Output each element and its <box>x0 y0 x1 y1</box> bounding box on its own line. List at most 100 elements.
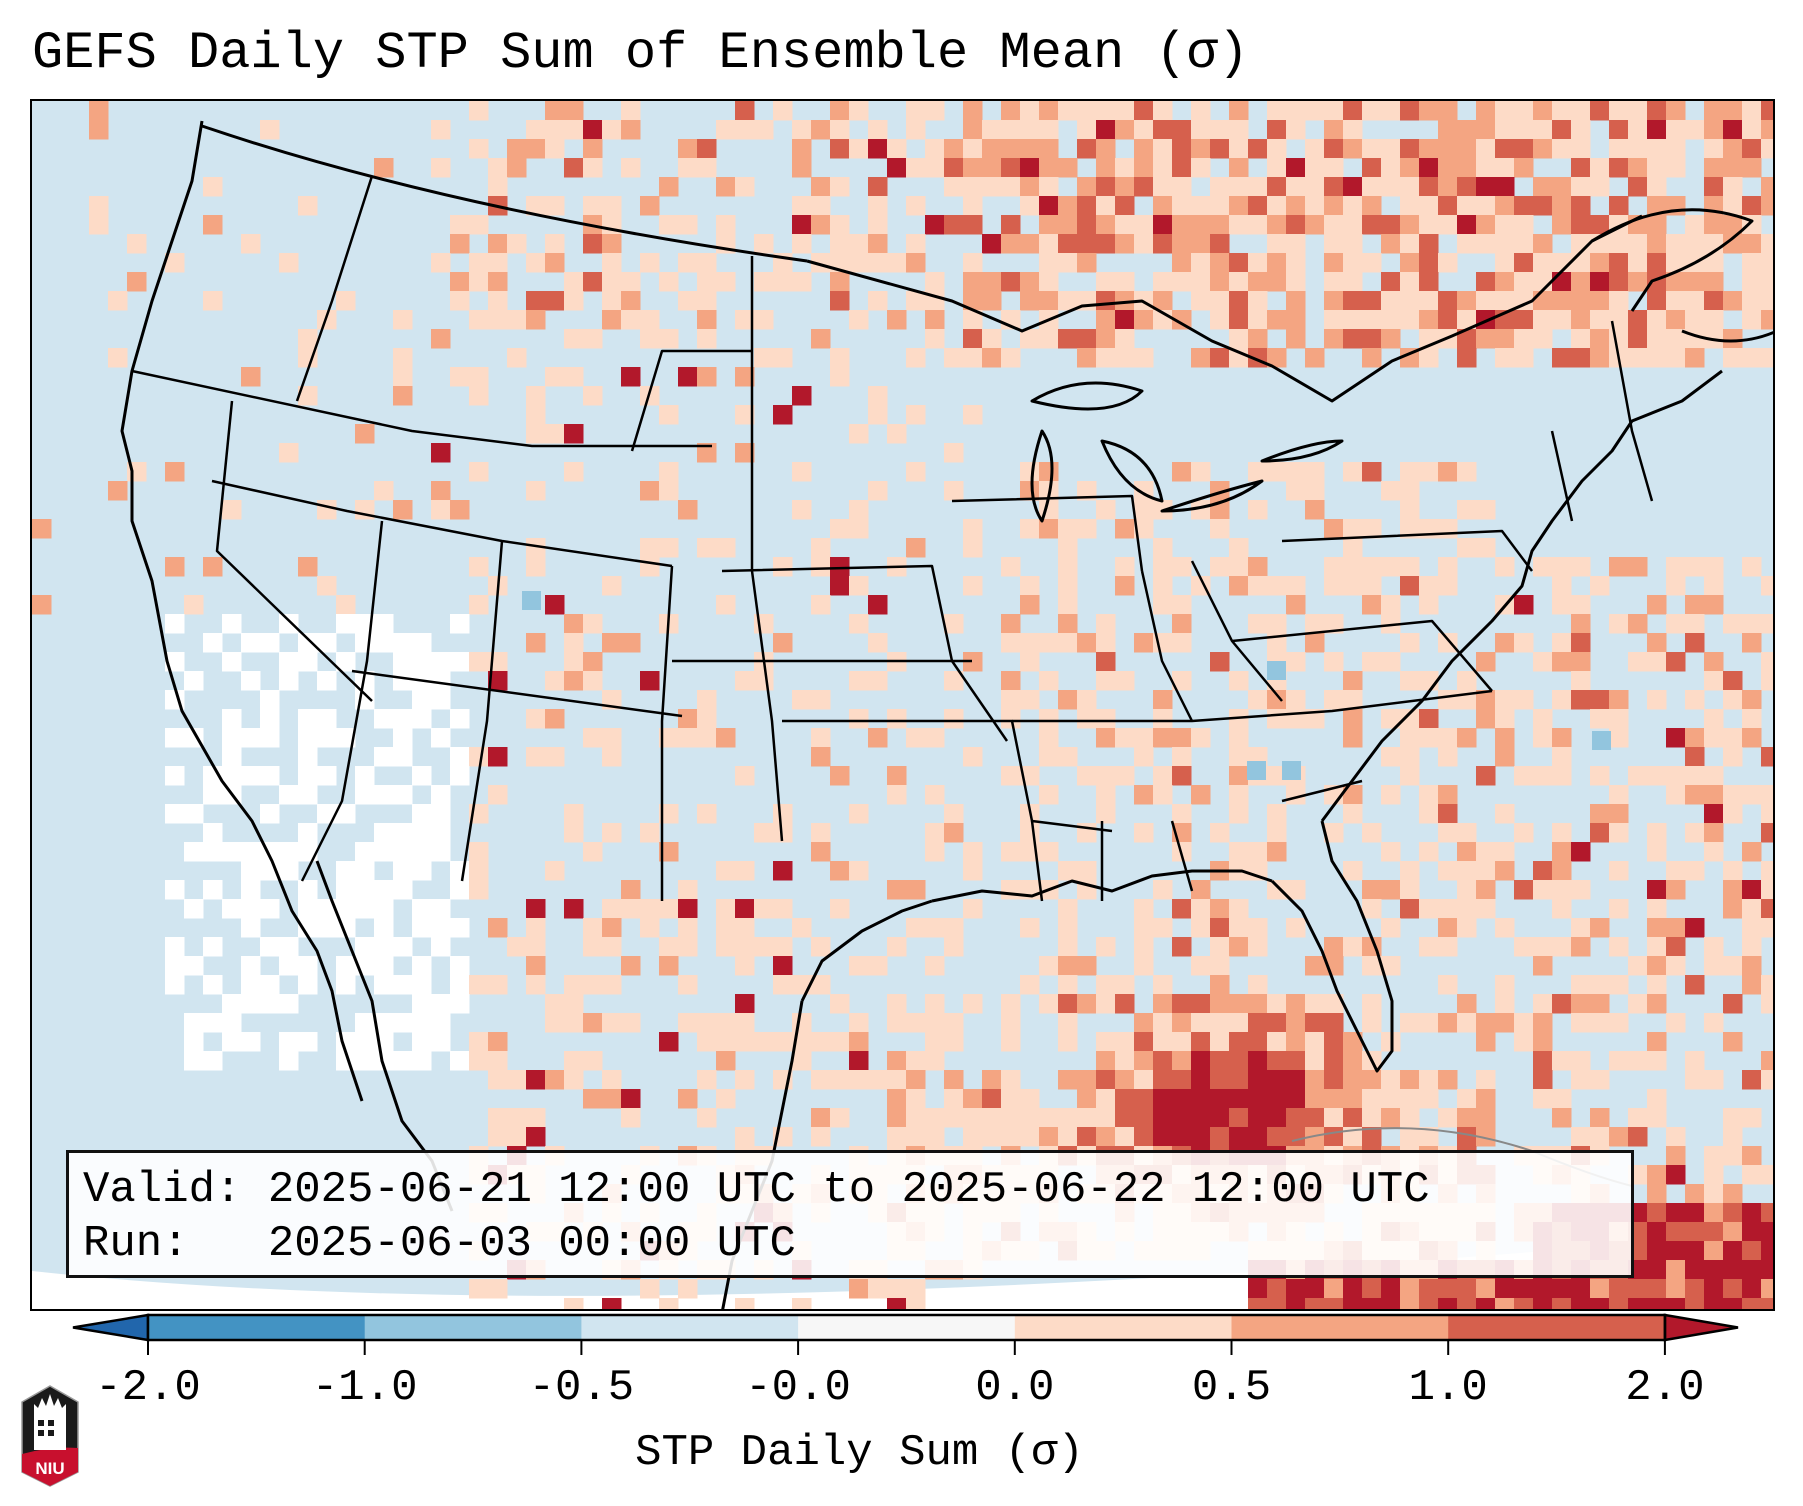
stp-grid-cell <box>1172 120 1192 140</box>
stp-grid-cell <box>1761 804 1773 824</box>
stp-grid-cell <box>602 747 622 767</box>
stp-grid-cell <box>1533 861 1553 881</box>
stp-grid-cell <box>583 1089 603 1109</box>
stp-grid-cell <box>1172 234 1192 254</box>
stp-grid-cell <box>944 158 964 178</box>
stp-grid-cell <box>1628 310 1648 330</box>
stp-grid-cell <box>906 253 926 273</box>
stp-grid-cell <box>1210 291 1230 311</box>
border-il-in <box>1140 570 1194 722</box>
stp-grid-cell <box>1191 291 1211 311</box>
tick-label: 0.5 <box>1191 1363 1272 1413</box>
stp-grid-cell <box>1324 690 1344 710</box>
stp-grid-cell <box>1343 329 1363 349</box>
stp-grid-cell <box>1552 576 1572 596</box>
stp-grid-cell <box>1666 310 1686 330</box>
stp-grid-cell <box>1001 671 1021 691</box>
stp-grid-cell <box>1134 918 1154 938</box>
stp-grid-cell <box>1134 823 1154 843</box>
stp-grid-cell <box>602 310 622 330</box>
stp-grid-cell <box>298 842 318 862</box>
stp-grid-cell <box>393 785 413 805</box>
stp-grid-cell <box>393 709 413 729</box>
stp-grid-cell <box>849 709 869 729</box>
stp-grid-cell <box>1704 120 1724 140</box>
stp-grid-cell <box>1723 728 1743 748</box>
stp-grid-cell <box>1058 1070 1078 1090</box>
stp-grid-cell <box>1552 177 1572 197</box>
stp-grid-cell <box>1286 253 1306 273</box>
stp-grid-cell <box>1552 861 1572 881</box>
stp-grid-cell <box>1305 1070 1325 1090</box>
stp-grid-cell <box>1742 842 1762 862</box>
stp-grid-cell <box>1077 253 1097 273</box>
stp-grid-cell <box>1191 215 1211 235</box>
stp-grid-cell <box>1704 1013 1724 1033</box>
stp-grid-cell <box>887 880 907 900</box>
stp-grid-cell <box>1115 348 1135 368</box>
logo-red-band <box>22 1447 78 1486</box>
border-sc-ga <box>1281 779 1363 803</box>
stp-grid-cell <box>1096 1051 1116 1071</box>
stp-grid-cell <box>1495 1279 1515 1299</box>
stp-grid-cell <box>1248 975 1268 995</box>
stp-grid-cell <box>1704 671 1724 691</box>
stp-grid-cell <box>1248 1051 1268 1071</box>
stp-grid-cell <box>1742 272 1762 292</box>
stp-grid-cell <box>1647 329 1667 349</box>
stp-grid-cell <box>1077 633 1097 653</box>
stp-grid-cell <box>165 766 185 786</box>
stp-grid-cell <box>1381 1279 1401 1299</box>
stp-grid-cell <box>1723 196 1743 216</box>
stp-grid-cell <box>355 899 375 919</box>
stp-grid-cell <box>1742 1108 1762 1128</box>
stp-grid-cell <box>564 101 584 121</box>
stp-grid-cell <box>431 690 451 710</box>
stp-grid-cell <box>1229 101 1249 121</box>
stp-grid-cell <box>1571 329 1591 349</box>
stp-grid-cell <box>1210 1051 1230 1071</box>
stp-grid-cell <box>1153 709 1173 729</box>
stp-grid-cell <box>868 139 888 159</box>
stp-grid-cell <box>1438 728 1458 748</box>
stp-grid-cell <box>1210 956 1230 976</box>
stp-grid-cell <box>1704 652 1724 672</box>
stp-grid-cell <box>1096 804 1116 824</box>
stp-grid-cell <box>374 899 394 919</box>
stp-grid-cell <box>1324 101 1344 121</box>
stp-grid-cell <box>640 671 660 691</box>
stp-grid-cell <box>522 591 541 610</box>
stp-grid-cell <box>526 709 546 729</box>
stp-grid-cell <box>222 766 242 786</box>
stp-grid-cell <box>621 291 641 311</box>
stp-grid-cell <box>754 348 774 368</box>
stp-grid-cell <box>1495 291 1515 311</box>
stp-grid-cell <box>336 728 356 748</box>
stp-grid-cell <box>1077 956 1097 976</box>
stp-grid-cell <box>1419 785 1439 805</box>
stp-grid-cell <box>697 272 717 292</box>
stp-grid-cell <box>982 158 1002 178</box>
stp-grid-cell <box>1457 120 1477 140</box>
stp-grid-cell <box>1419 234 1439 254</box>
stp-grid-cell <box>1172 158 1192 178</box>
stp-grid-cell <box>1362 1089 1382 1109</box>
stp-grid-cell <box>792 500 812 520</box>
stp-grid-cell <box>1381 101 1401 121</box>
stp-grid-cell <box>1058 329 1078 349</box>
stp-grid-cell <box>1685 728 1705 748</box>
stp-grid-cell <box>1058 234 1078 254</box>
stp-grid-cell <box>1438 310 1458 330</box>
stp-grid-cell <box>1761 310 1773 330</box>
stp-grid-cell <box>887 310 907 330</box>
stp-grid-cell <box>792 272 812 292</box>
stp-grid-cell <box>1229 804 1249 824</box>
stp-grid-cell <box>564 424 584 444</box>
stp-grid-cell <box>811 196 831 216</box>
stp-grid-cell <box>1761 861 1773 881</box>
stp-grid-cell <box>1457 1298 1477 1309</box>
stp-grid-cell <box>1761 1279 1773 1299</box>
stp-grid-cell <box>754 899 774 919</box>
stp-grid-cell <box>1248 139 1268 159</box>
stp-grid-cell <box>1115 329 1135 349</box>
